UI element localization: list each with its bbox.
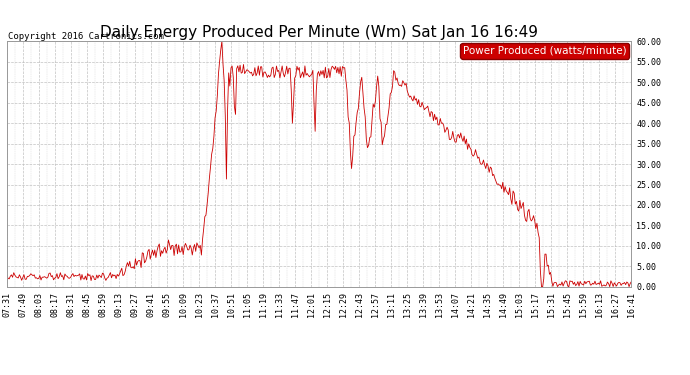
Text: Copyright 2016 Cartronics.com: Copyright 2016 Cartronics.com xyxy=(8,32,164,41)
Legend: Power Produced (watts/minute): Power Produced (watts/minute) xyxy=(460,44,629,58)
Title: Daily Energy Produced Per Minute (Wm) Sat Jan 16 16:49: Daily Energy Produced Per Minute (Wm) Sa… xyxy=(100,25,538,40)
